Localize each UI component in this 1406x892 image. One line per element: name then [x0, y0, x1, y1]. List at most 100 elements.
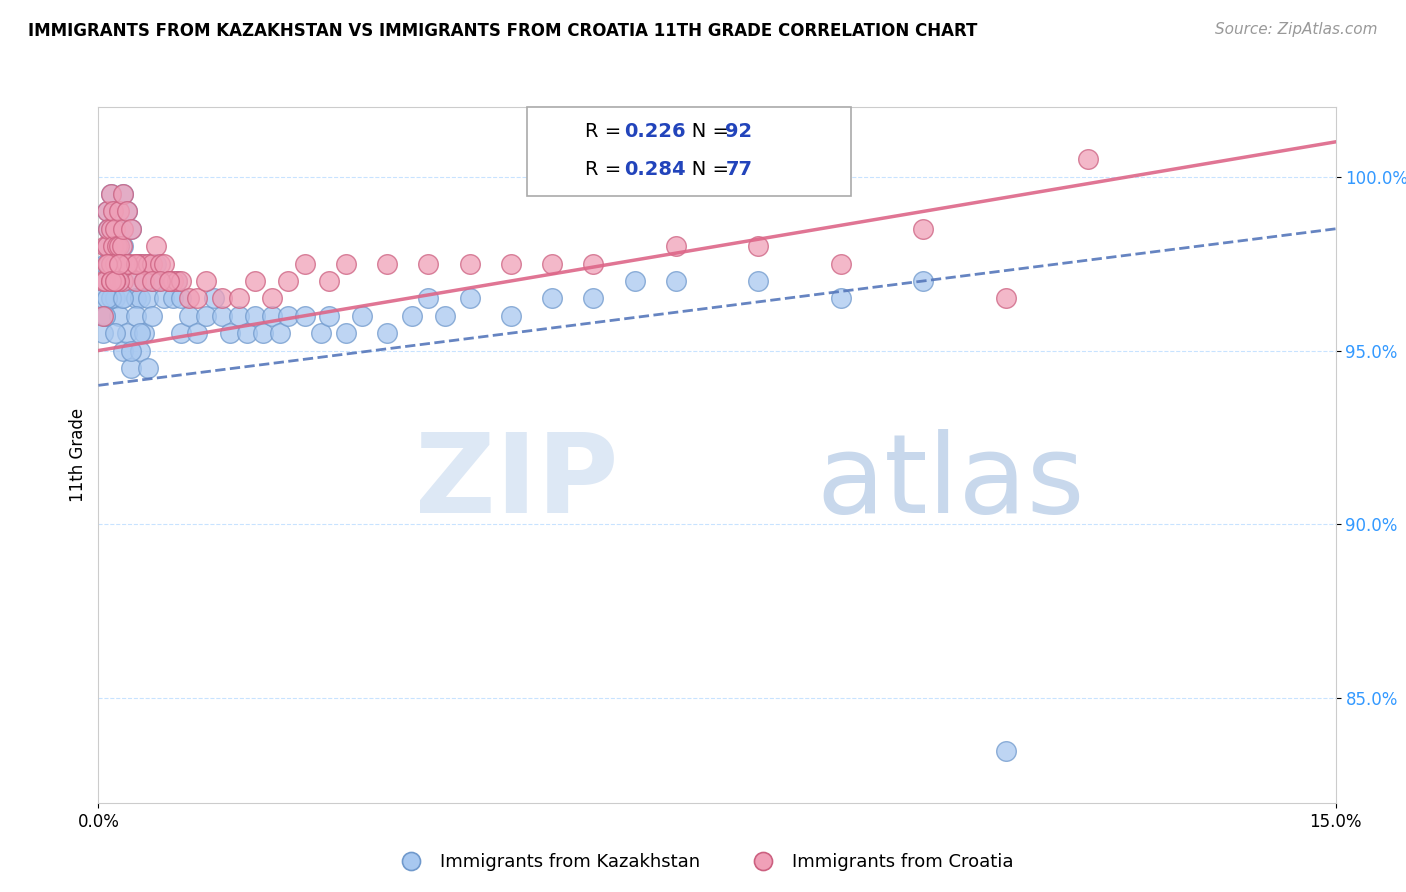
Point	[96, 204, 118, 219]
Point	[112, 343, 135, 358]
Point	[260, 309, 283, 323]
Text: atlas: atlas	[815, 429, 1084, 536]
Point	[309, 326, 332, 341]
Point	[418, 292, 440, 306]
Text: R =: R =	[585, 121, 627, 141]
Point	[96, 204, 118, 219]
Point	[166, 274, 188, 288]
Text: R =: R =	[585, 160, 627, 179]
Point	[145, 257, 167, 271]
Point	[401, 309, 423, 323]
Text: 77: 77	[725, 160, 752, 179]
Point	[132, 274, 155, 288]
Point	[128, 257, 150, 271]
Point	[157, 274, 180, 288]
Point	[128, 343, 150, 358]
Point	[120, 274, 142, 288]
Point	[623, 274, 645, 288]
Point	[243, 309, 266, 323]
Point	[202, 292, 225, 306]
Point	[211, 292, 233, 306]
Text: 0.284: 0.284	[624, 160, 686, 179]
Text: 0.226: 0.226	[624, 121, 686, 141]
Point	[124, 257, 146, 271]
Point	[912, 274, 935, 288]
Point	[179, 292, 201, 306]
Point	[100, 292, 122, 306]
Point	[162, 274, 184, 288]
Point	[277, 309, 299, 323]
Point	[153, 292, 176, 306]
Point	[104, 257, 127, 271]
Point	[100, 187, 122, 202]
Point	[132, 274, 155, 288]
Point	[117, 257, 139, 271]
Point	[136, 257, 159, 271]
Point	[103, 204, 125, 219]
Point	[375, 326, 398, 341]
Point	[994, 292, 1017, 306]
Point	[186, 326, 208, 341]
Point	[499, 257, 522, 271]
Point	[97, 257, 120, 271]
Point	[100, 222, 122, 236]
Point	[994, 744, 1017, 758]
Text: Source: ZipAtlas.com: Source: ZipAtlas.com	[1215, 22, 1378, 37]
Point	[170, 292, 193, 306]
Point	[149, 274, 172, 288]
Point	[108, 257, 131, 271]
Point	[149, 274, 172, 288]
Point	[375, 257, 398, 271]
Point	[110, 239, 132, 253]
Point	[108, 222, 131, 236]
Point	[100, 274, 122, 288]
Point	[96, 239, 118, 253]
Point	[97, 257, 120, 271]
Point	[91, 309, 114, 323]
Point	[194, 274, 217, 288]
Point	[665, 274, 688, 288]
Point	[91, 292, 114, 306]
Text: N =: N =	[673, 160, 735, 179]
Point	[100, 257, 122, 271]
Point	[105, 239, 128, 253]
Point	[96, 274, 118, 288]
Point	[110, 292, 132, 306]
Point	[117, 257, 139, 271]
Point	[665, 239, 688, 253]
Point	[352, 309, 374, 323]
Point	[141, 257, 163, 271]
Point	[228, 309, 250, 323]
Point	[112, 187, 135, 202]
Point	[458, 257, 481, 271]
Point	[100, 257, 122, 271]
Point	[96, 239, 118, 253]
Point	[318, 274, 340, 288]
Point	[162, 292, 184, 306]
Point	[124, 309, 146, 323]
Point	[108, 204, 131, 219]
Point	[124, 274, 146, 288]
Point	[541, 292, 564, 306]
Point	[104, 292, 127, 306]
Point	[541, 257, 564, 271]
Point	[120, 257, 142, 271]
Point	[105, 274, 128, 288]
Point	[153, 257, 176, 271]
Point	[294, 309, 316, 323]
Point	[458, 292, 481, 306]
Point	[112, 187, 135, 202]
Point	[145, 239, 167, 253]
Point	[96, 292, 118, 306]
Point	[103, 204, 125, 219]
Point	[108, 274, 131, 288]
Point	[128, 257, 150, 271]
Point	[117, 257, 139, 271]
Point	[128, 292, 150, 306]
Point	[104, 274, 127, 288]
Point	[91, 274, 114, 288]
Point	[124, 292, 146, 306]
Point	[335, 326, 357, 341]
Point	[100, 222, 122, 236]
Point	[112, 222, 135, 236]
